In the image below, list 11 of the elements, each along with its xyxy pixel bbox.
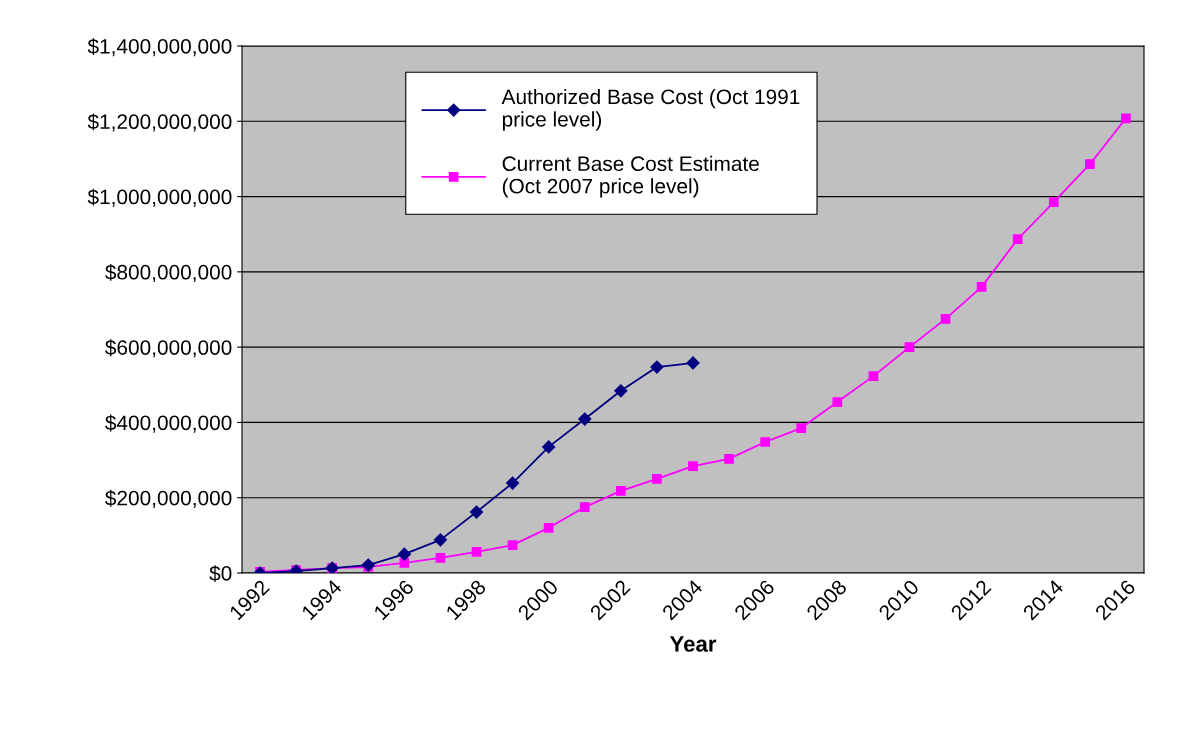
legend-label: Current Base Cost Estimate (Oct 2007 price level) [502, 155, 759, 198]
y-tick-label: $800,000,000 [105, 263, 232, 283]
y-tick-label: $1,200,000,000 [87, 113, 232, 132]
y-tick-label: $0 [209, 565, 232, 582]
legend-label: Authorized Base Cost (Oct 1991 price level) [501, 88, 800, 131]
y-tick-label: $400,000,000 [105, 414, 232, 433]
y-tick-label: $1,400,000,000 [87, 38, 232, 57]
x-axis-title: Year [669, 636, 717, 652]
y-tick-label: $1,000,000,000 [87, 188, 232, 207]
y-tick-label: $200,000,000 [105, 489, 232, 508]
y-tick-label: $600,000,000 [105, 339, 232, 358]
